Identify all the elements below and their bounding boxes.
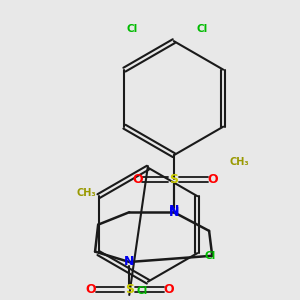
Text: S: S (169, 172, 178, 185)
Text: N: N (124, 256, 134, 268)
Text: N: N (169, 204, 179, 217)
Text: CH₃: CH₃ (230, 158, 249, 167)
Text: Cl: Cl (127, 24, 138, 34)
Text: CH₃: CH₃ (76, 188, 96, 198)
Text: N: N (169, 206, 179, 219)
Text: O: O (132, 172, 143, 185)
Text: Cl: Cl (196, 24, 208, 34)
Text: O: O (207, 172, 217, 185)
Text: O: O (85, 284, 96, 296)
Text: Cl: Cl (204, 251, 215, 261)
Text: O: O (164, 284, 174, 296)
Text: Cl: Cl (136, 286, 147, 296)
Text: S: S (125, 284, 134, 296)
